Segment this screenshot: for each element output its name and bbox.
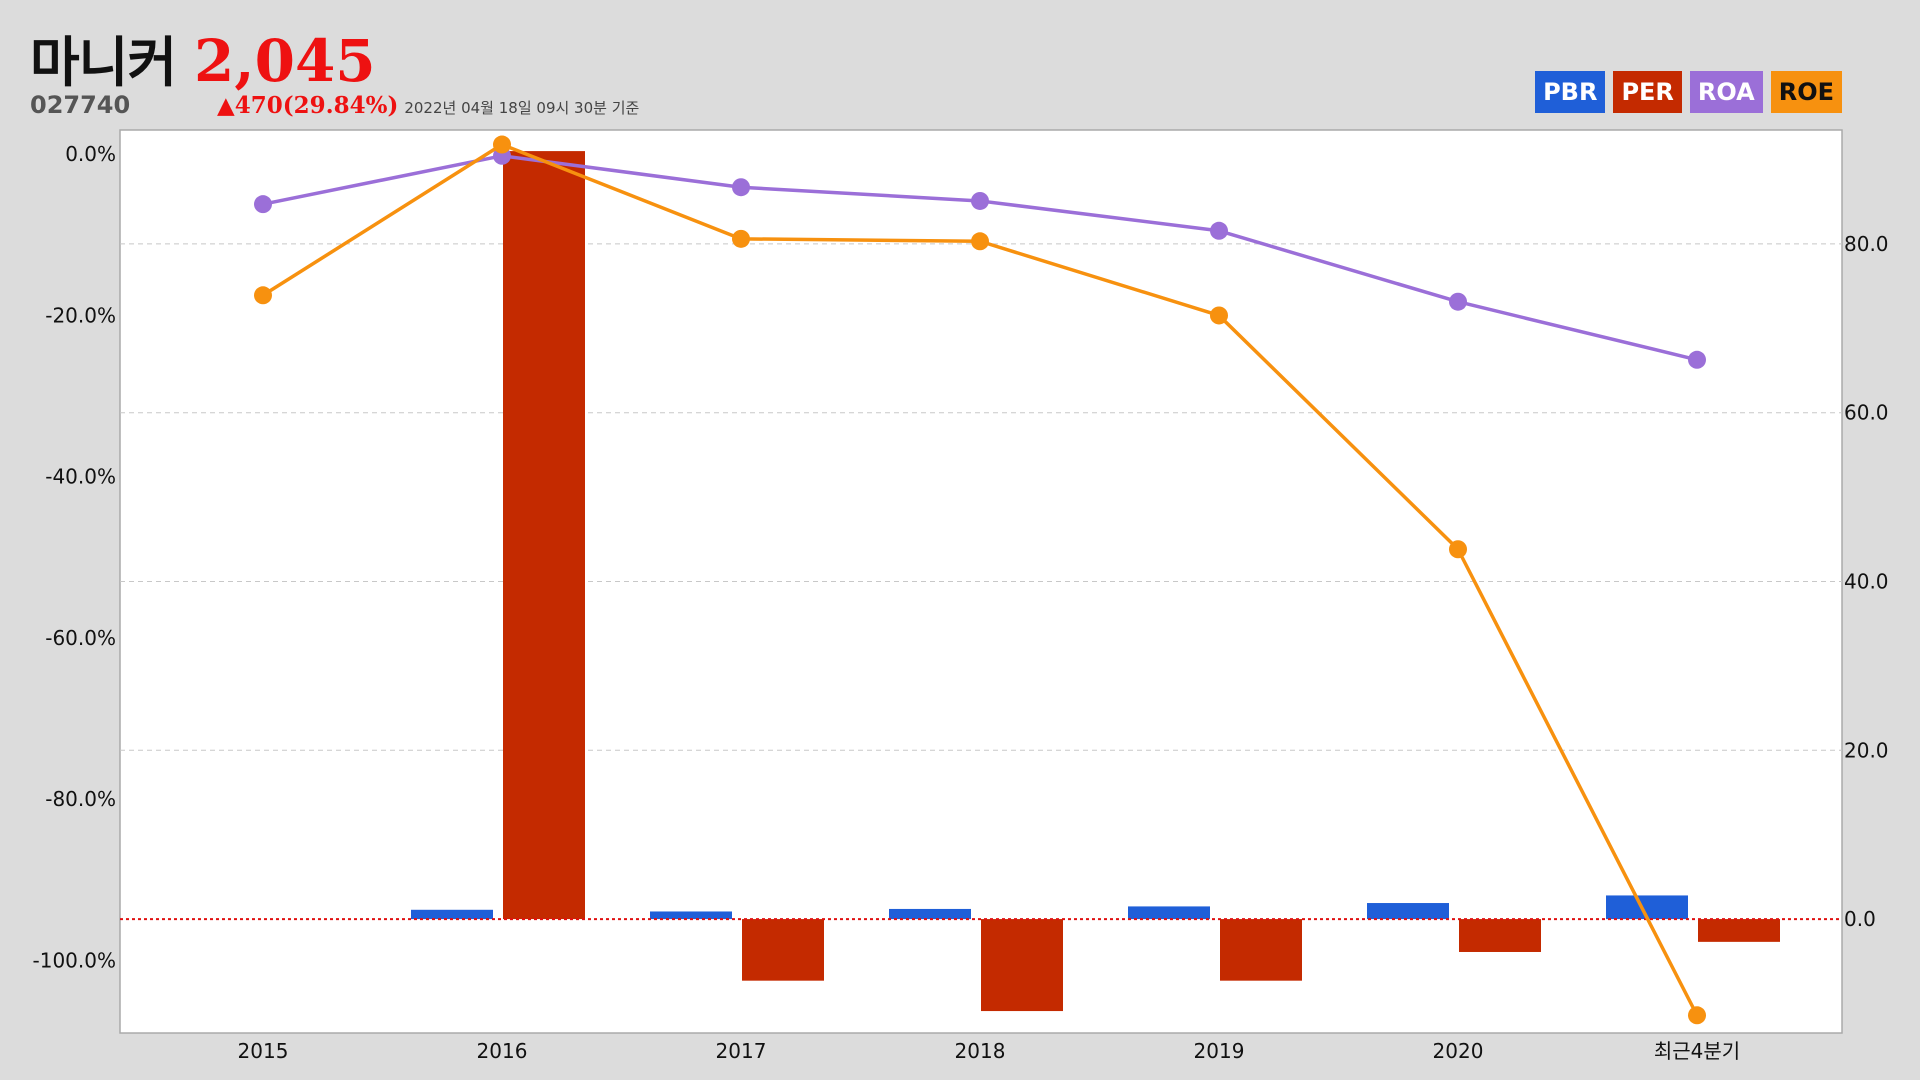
stock-name: 마니커 [30, 31, 177, 94]
point-roa [732, 178, 750, 197]
x-tick-label: 2016 [477, 1039, 528, 1063]
legend-roe: ROE [1770, 71, 1842, 113]
point-roa [254, 195, 272, 214]
y-left-tick-label: -100.0% [33, 948, 116, 972]
bar-pbr [1367, 903, 1449, 920]
x-tick-label: 2020 [1433, 1039, 1484, 1063]
bar-pbr [1128, 906, 1210, 920]
y-left-tick-label: -80.0% [45, 787, 116, 811]
y-left-tick-label: -40.0% [45, 465, 116, 489]
point-roa [1210, 221, 1228, 240]
bar-pbr [650, 911, 732, 920]
bar-per [981, 919, 1063, 1012]
bar-pbr [889, 908, 971, 920]
y-right-tick-label: 40.0 [1844, 570, 1889, 594]
y-right-tick-label: 0.0 [1844, 907, 1876, 931]
bar-per [742, 919, 824, 981]
bar-per [1220, 919, 1302, 981]
point-roa [971, 191, 989, 210]
point-roe [1210, 306, 1228, 325]
y-right-tick-label: 60.0 [1844, 401, 1889, 425]
y-left-tick-label: -60.0% [45, 626, 116, 650]
plot-area [119, 129, 1843, 1034]
bar-per [503, 151, 585, 920]
x-tick-label: 2017 [716, 1039, 767, 1063]
point-roe [732, 229, 750, 248]
price-change: ▲470(29.84%) [217, 92, 399, 119]
bar-per [1698, 919, 1780, 942]
timestamp: 2022년 04월 18일 09시 30분 기준 [404, 99, 640, 117]
point-roe [971, 232, 989, 251]
y-right-tick-label: 80.0 [1844, 232, 1889, 256]
x-tick-label: 최근4분기 [1654, 1039, 1740, 1063]
bar-pbr [1606, 895, 1688, 920]
legend-roa: ROA [1689, 71, 1763, 113]
x-tick-label: 2015 [238, 1039, 289, 1063]
y-left-tick-label: 0.0% [65, 142, 116, 166]
stock-code: 027740 [30, 91, 131, 119]
point-roe [493, 135, 511, 154]
x-tick-label: 2019 [1194, 1039, 1245, 1063]
legend-pbr: PBR [1535, 71, 1606, 113]
point-roa [1449, 292, 1467, 311]
y-left-tick-label: -20.0% [45, 303, 116, 327]
chart-legend: PBR PER ROA ROE [1535, 71, 1842, 113]
stock-header: 마니커 2,045 027740 ▲470(29.84%) 2022년 04월 … [30, 18, 639, 119]
point-roa [1688, 350, 1706, 369]
x-tick-label: 2018 [955, 1039, 1006, 1063]
point-roe [254, 286, 272, 305]
bar-pbr [411, 909, 493, 920]
legend-per: PER [1613, 71, 1682, 113]
point-roe [1449, 540, 1467, 559]
stock-price: 2,045 [194, 27, 376, 95]
bar-per [1459, 919, 1541, 952]
point-roe [1688, 1006, 1706, 1025]
y-right-tick-label: 20.0 [1844, 738, 1889, 762]
